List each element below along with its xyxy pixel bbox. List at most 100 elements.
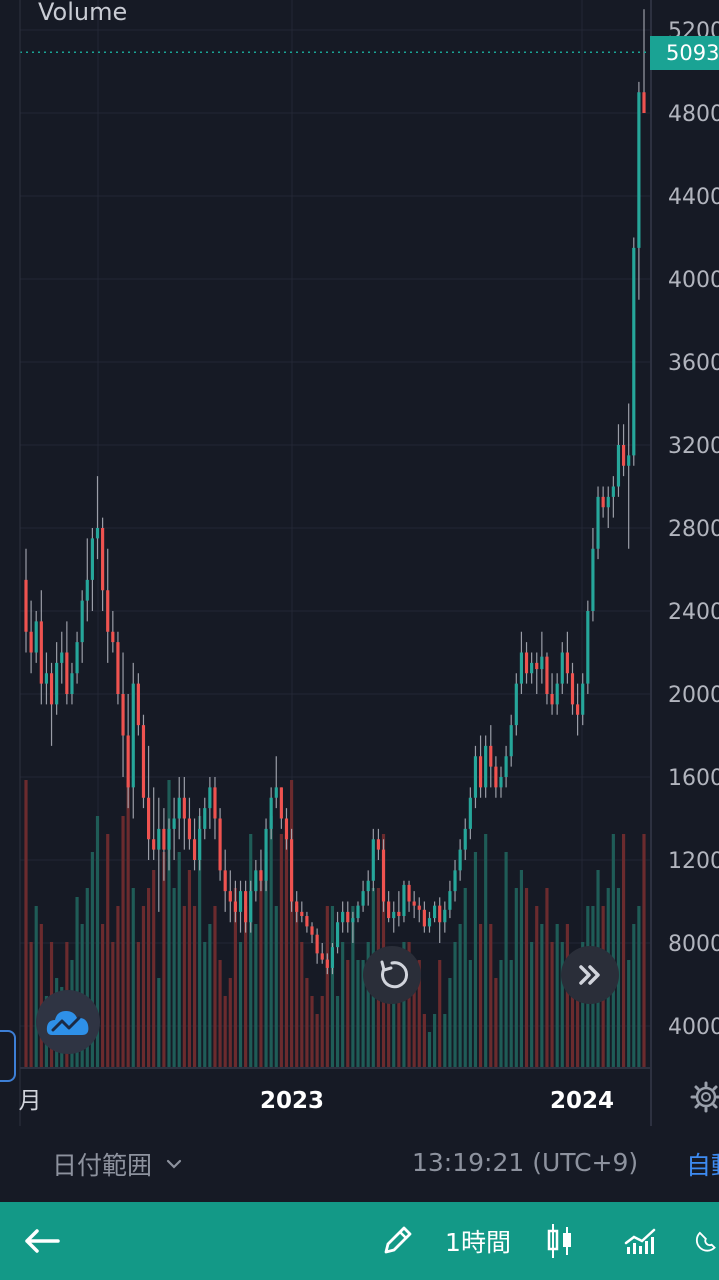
candle-body xyxy=(402,884,406,917)
candle-body xyxy=(586,611,590,684)
back-button[interactable] xyxy=(14,1202,70,1280)
candle xyxy=(330,943,335,975)
time-zone-clock[interactable]: 13:19:21 (UTC+9) xyxy=(412,1148,639,1177)
reset-chart-button[interactable] xyxy=(363,946,421,1004)
candle xyxy=(366,870,370,906)
volume-bar xyxy=(24,780,28,1068)
volume-bar xyxy=(95,816,100,1068)
price-tick-label: 40000 xyxy=(668,268,719,293)
volume-bar xyxy=(540,924,544,1068)
candle xyxy=(65,621,69,705)
candle xyxy=(550,673,554,715)
candle-body xyxy=(244,891,248,923)
candle xyxy=(586,600,590,694)
candle xyxy=(126,694,130,809)
volume-bar xyxy=(228,978,232,1068)
candle-body xyxy=(233,901,237,912)
volume-bar xyxy=(417,960,421,1068)
chart-scroll-handle[interactable] xyxy=(0,1030,16,1082)
candle xyxy=(473,745,478,809)
volume-bar xyxy=(208,924,212,1068)
candle-body xyxy=(335,922,340,948)
candle xyxy=(540,631,544,684)
candle xyxy=(632,237,636,466)
candle-body xyxy=(228,891,232,902)
candle xyxy=(458,839,462,881)
volume-bar xyxy=(427,1032,432,1068)
candle-body xyxy=(264,828,268,881)
candle xyxy=(514,673,518,736)
candle xyxy=(519,631,524,694)
candle-body xyxy=(637,92,641,248)
tradingview-logo-button[interactable] xyxy=(36,990,100,1054)
magnet-button[interactable] xyxy=(694,1202,719,1280)
volume-bar xyxy=(146,888,151,1068)
candle xyxy=(448,880,452,919)
candle-body xyxy=(116,642,120,694)
candle-body xyxy=(376,839,380,850)
date-range-selector[interactable]: 日付範囲 xyxy=(52,1146,182,1182)
volume-bar xyxy=(157,978,161,1068)
price-tick-label: 12000 xyxy=(668,849,719,874)
candle xyxy=(111,611,115,653)
volume-indicator-label[interactable]: Volume xyxy=(38,0,128,26)
candle xyxy=(177,777,181,840)
chart-type-button[interactable] xyxy=(540,1202,580,1280)
volume-bar xyxy=(550,942,554,1068)
scroll-to-latest-button[interactable] xyxy=(561,946,619,1004)
candle xyxy=(422,901,426,933)
volume-bar xyxy=(565,924,569,1068)
candle-body xyxy=(218,818,222,871)
candle-body xyxy=(478,756,483,788)
candle xyxy=(392,901,396,933)
candle-body xyxy=(565,652,569,674)
price-tick-label: 28000 xyxy=(668,517,719,542)
candle-body xyxy=(305,916,309,927)
candle-body xyxy=(356,905,360,919)
candle-body xyxy=(75,642,79,674)
candle-body xyxy=(152,839,156,850)
candle xyxy=(157,797,161,912)
candle-body xyxy=(494,766,498,788)
pencil-icon xyxy=(384,1226,412,1254)
candle-body xyxy=(524,652,529,674)
volume-bar xyxy=(182,906,186,1068)
arrow-left-icon xyxy=(25,1229,60,1253)
candle-body xyxy=(484,745,488,788)
candle xyxy=(402,880,406,923)
candle-body xyxy=(167,828,171,850)
drawing-tools-button[interactable] xyxy=(374,1202,420,1280)
candle-body xyxy=(417,905,421,910)
candle-body xyxy=(422,909,426,927)
auto-scale-toggle[interactable]: 自動 xyxy=(686,1151,719,1180)
tradingview-logo-icon xyxy=(46,1011,89,1035)
candle xyxy=(637,81,641,300)
candle-body xyxy=(177,797,181,819)
volume-bar xyxy=(233,888,237,1068)
candle-body xyxy=(504,756,508,777)
candle xyxy=(335,911,340,954)
gear-icon[interactable] xyxy=(688,1080,719,1114)
candle xyxy=(320,943,324,964)
indicators-button[interactable] xyxy=(620,1202,662,1280)
candle xyxy=(621,424,626,477)
interval-selector[interactable]: 1時間 xyxy=(438,1202,518,1280)
volume-bar xyxy=(346,960,350,1068)
volume-bar xyxy=(310,996,314,1068)
candle-body xyxy=(259,870,263,881)
candle-body xyxy=(514,683,518,726)
candle xyxy=(182,777,186,850)
candle xyxy=(356,901,360,923)
volume-bar xyxy=(402,942,406,1068)
candle xyxy=(75,631,79,684)
volume-bar xyxy=(106,834,110,1068)
price-tick-label: 36000 xyxy=(668,351,719,376)
candle-body xyxy=(320,953,324,960)
bottom-toolbar: 1時間 xyxy=(0,1202,719,1280)
candle xyxy=(371,828,375,892)
candle-body xyxy=(341,911,345,923)
candle xyxy=(524,642,529,684)
candle-body xyxy=(213,787,217,819)
candle xyxy=(249,880,253,933)
current-price-tag: 5093 xyxy=(650,36,719,70)
